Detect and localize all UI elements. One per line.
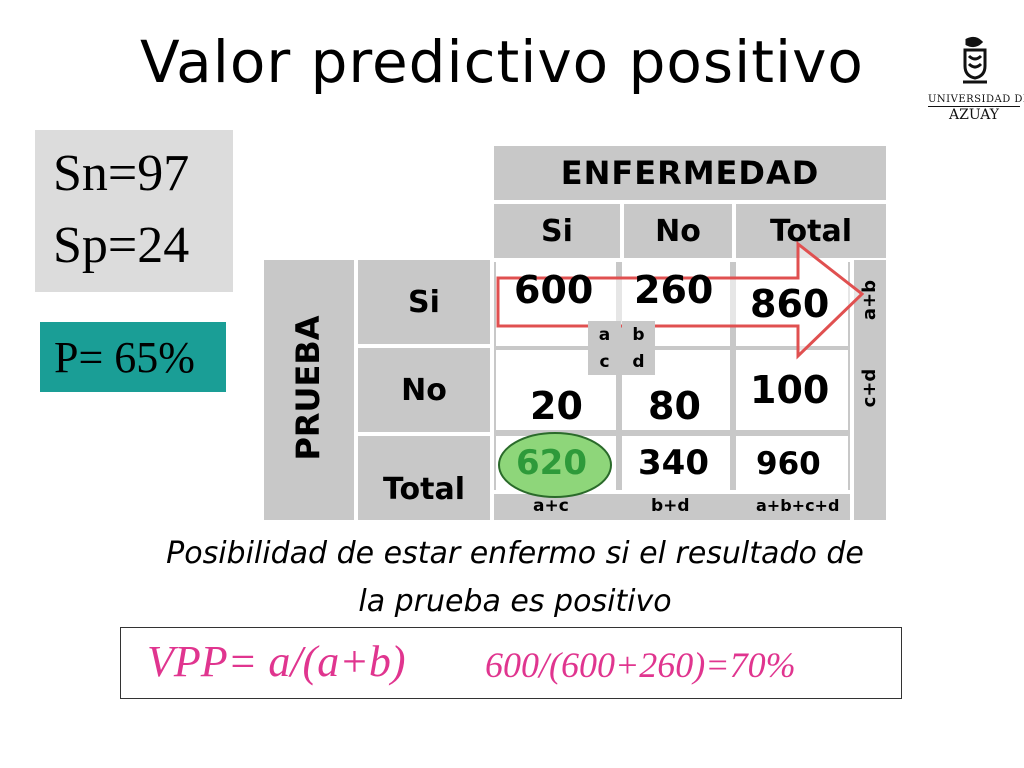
- row-header-total: Total: [356, 434, 492, 522]
- value-total: 960: [756, 446, 821, 482]
- prevalence-box: P= 65%: [40, 322, 226, 392]
- highlight-ellipse: [498, 432, 612, 498]
- value-a: 600: [514, 268, 594, 312]
- row-header-no: No: [356, 346, 492, 434]
- row-sum-column: [852, 258, 888, 522]
- value-cd: 100: [750, 368, 830, 412]
- row-group-cell: [262, 258, 356, 522]
- col-sum-label-bd: b+d: [651, 496, 690, 516]
- specificity-value: Sp=24: [53, 217, 190, 274]
- col-header-si: Si: [492, 202, 622, 260]
- value-ab: 860: [750, 282, 830, 326]
- value-b: 260: [634, 268, 714, 312]
- value-c: 20: [530, 384, 583, 428]
- col-sum-label-ac: a+c: [533, 496, 569, 516]
- group-header-enfermedad: ENFERMEDAD: [492, 144, 888, 202]
- caption-line2: la prueba es positivo: [358, 584, 672, 619]
- value-bd: 340: [638, 443, 709, 483]
- formula-box: VPP= a/(a+b) 600/(600+260)=70%: [120, 627, 902, 699]
- cell-letter-b: b: [622, 321, 655, 348]
- logo-line1: UNIVERSIDAD DEL: [928, 94, 1024, 105]
- col-sum-label-abcd: a+b+c+d: [756, 496, 840, 515]
- stats-box: Sn=97 Sp=24: [35, 130, 233, 292]
- formula-main: VPP= a/(a+b): [147, 637, 406, 686]
- cell-letter-a: a: [588, 321, 621, 348]
- prevalence-value: P= 65%: [54, 333, 195, 382]
- row-header-si: Si: [356, 258, 492, 346]
- col-header-no: No: [622, 202, 734, 260]
- col-header-total: Total: [734, 202, 888, 260]
- value-d: 80: [648, 384, 701, 428]
- cell-bd-bg: [622, 436, 730, 490]
- caption-line1: Posibilidad de estar enfermo si el resul…: [166, 536, 864, 571]
- value-ac: 620: [516, 443, 587, 483]
- formula-calculation: 600/(600+260)=70%: [485, 645, 796, 685]
- cell-total-bg: [736, 436, 848, 490]
- slide-title: Valor predictivo positivo: [140, 28, 864, 96]
- row-arrow: [496, 240, 865, 360]
- logo-line2: AZUAY: [928, 106, 1020, 123]
- cell-letter-c: c: [588, 348, 621, 375]
- cell-cd-bg: [736, 350, 848, 430]
- university-crest-icon: [963, 36, 987, 84]
- sensitivity-value: Sn=97: [53, 145, 190, 202]
- cell-letter-d: d: [622, 348, 655, 375]
